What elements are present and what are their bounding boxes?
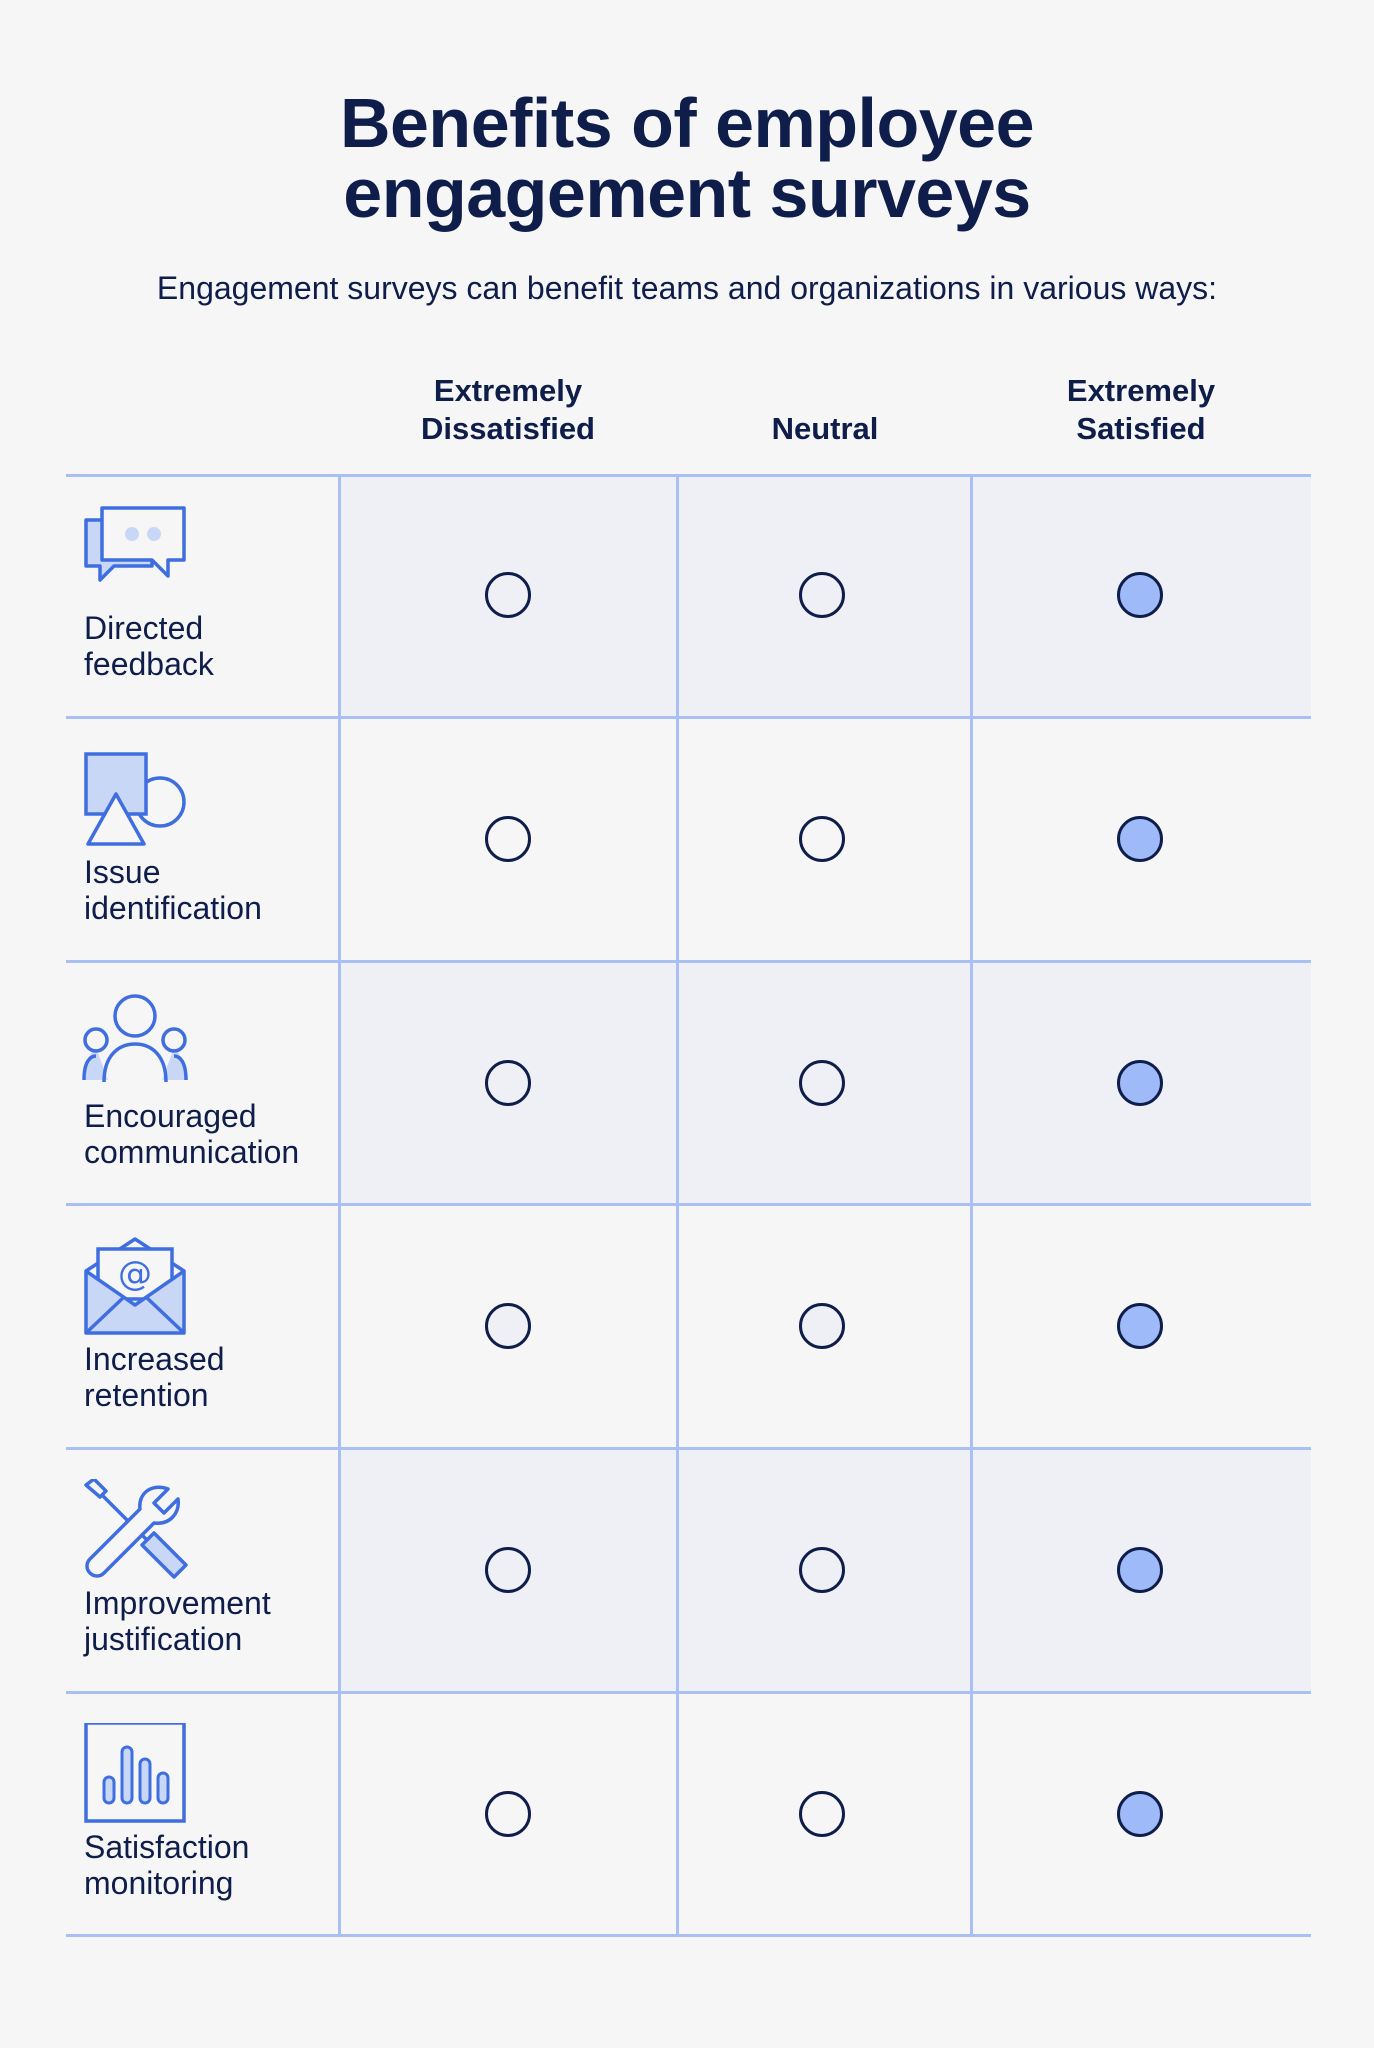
chat-bubbles-icon — [82, 504, 188, 604]
column-header-line: Satisfied — [1076, 411, 1206, 446]
radio-extremely-dissatisfied[interactable] — [485, 816, 531, 862]
radio-extremely-dissatisfied[interactable] — [485, 572, 531, 618]
table-row: @ Increased retention — [66, 1205, 1311, 1448]
row-label: Increased retention — [84, 1341, 225, 1413]
radio-extremely-dissatisfied[interactable] — [485, 1060, 531, 1106]
radio-neutral[interactable] — [799, 572, 845, 618]
page-title: Benefits of employee engagement surveys — [0, 88, 1374, 228]
table-row: Directed feedback — [66, 474, 1311, 717]
column-header-extremely-dissatisfied: Extremely Dissatisfied — [338, 372, 678, 448]
radio-extremely-satisfied[interactable] — [1117, 572, 1163, 618]
svg-text:@: @ — [118, 1254, 152, 1294]
email-envelope-icon: @ — [82, 1235, 188, 1335]
radio-extremely-dissatisfied[interactable] — [485, 1547, 531, 1593]
radio-extremely-dissatisfied[interactable] — [485, 1791, 531, 1837]
row-label-line: retention — [84, 1377, 209, 1413]
radio-extremely-satisfied[interactable] — [1117, 1303, 1163, 1349]
radio-extremely-satisfied[interactable] — [1117, 1791, 1163, 1837]
shapes-icon — [82, 748, 188, 848]
row-divider — [66, 960, 1311, 963]
radio-neutral[interactable] — [799, 1547, 845, 1593]
bar-chart-icon — [82, 1721, 188, 1823]
table-row: Improvement justification — [66, 1449, 1311, 1692]
people-group-icon — [82, 992, 188, 1092]
column-header-line — [678, 372, 972, 410]
row-label-line: communication — [84, 1134, 300, 1170]
column-header-line: Extremely — [433, 373, 583, 408]
column-header-extremely-satisfied: Extremely Satisfied — [972, 372, 1310, 448]
row-label-line: monitoring — [84, 1865, 234, 1901]
radio-extremely-dissatisfied[interactable] — [485, 1303, 531, 1349]
row-label: Improvement justification — [84, 1585, 271, 1657]
radio-neutral[interactable] — [799, 1303, 845, 1349]
radio-extremely-satisfied[interactable] — [1117, 1547, 1163, 1593]
radio-extremely-satisfied[interactable] — [1117, 816, 1163, 862]
row-divider — [66, 1447, 1311, 1450]
row-divider — [66, 716, 1311, 719]
title-line-2: engagement surveys — [343, 154, 1031, 232]
row-label-line: Satisfaction — [84, 1829, 250, 1865]
column-header-line: Extremely — [1066, 373, 1216, 408]
row-divider — [66, 1934, 1311, 1937]
column-header-line: Neutral — [771, 411, 879, 446]
column-divider — [970, 474, 973, 1937]
table-row: Satisfaction monitoring — [66, 1693, 1311, 1936]
row-label-line: Increased — [84, 1341, 225, 1377]
row-label-line: justification — [84, 1621, 243, 1657]
row-label: Satisfaction monitoring — [84, 1829, 249, 1901]
column-divider — [338, 474, 341, 1937]
row-label: Encouraged communication — [84, 1098, 299, 1170]
table-row: Encouraged communication — [66, 962, 1311, 1205]
row-label: Directed feedback — [84, 610, 214, 682]
rating-table: Directed feedback Issue identification — [66, 474, 1311, 1937]
row-label-line: Issue — [84, 854, 161, 890]
radio-neutral[interactable] — [799, 1791, 845, 1837]
radio-neutral[interactable] — [799, 1060, 845, 1106]
radio-neutral[interactable] — [799, 816, 845, 862]
tools-icon — [82, 1477, 188, 1579]
column-header-line: Dissatisfied — [420, 411, 595, 446]
row-label-line: Encouraged — [84, 1098, 257, 1134]
row-label-line: feedback — [84, 646, 214, 682]
row-label-line: identification — [84, 890, 262, 926]
row-divider — [66, 1691, 1311, 1694]
row-label: Issue identification — [84, 854, 262, 926]
row-divider — [66, 474, 1311, 477]
page-subtitle: Engagement surveys can benefit teams and… — [156, 270, 1218, 306]
title-line-1: Benefits of employee — [339, 84, 1035, 162]
radio-extremely-satisfied[interactable] — [1117, 1060, 1163, 1106]
row-label-line: Directed — [84, 610, 204, 646]
column-header-neutral: Neutral — [678, 372, 972, 448]
row-label-line: Improvement — [84, 1585, 271, 1621]
table-row: Issue identification — [66, 718, 1311, 961]
column-divider — [676, 474, 679, 1937]
row-divider — [66, 1203, 1311, 1206]
